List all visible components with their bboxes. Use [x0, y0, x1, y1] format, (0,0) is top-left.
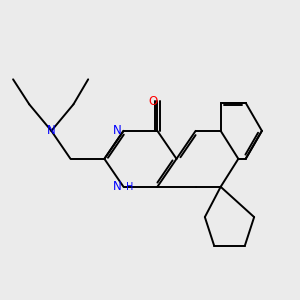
Text: O: O	[148, 95, 158, 108]
Text: N: N	[113, 124, 122, 137]
Text: N: N	[47, 124, 56, 137]
Text: H: H	[126, 182, 133, 192]
Text: N: N	[113, 180, 122, 193]
